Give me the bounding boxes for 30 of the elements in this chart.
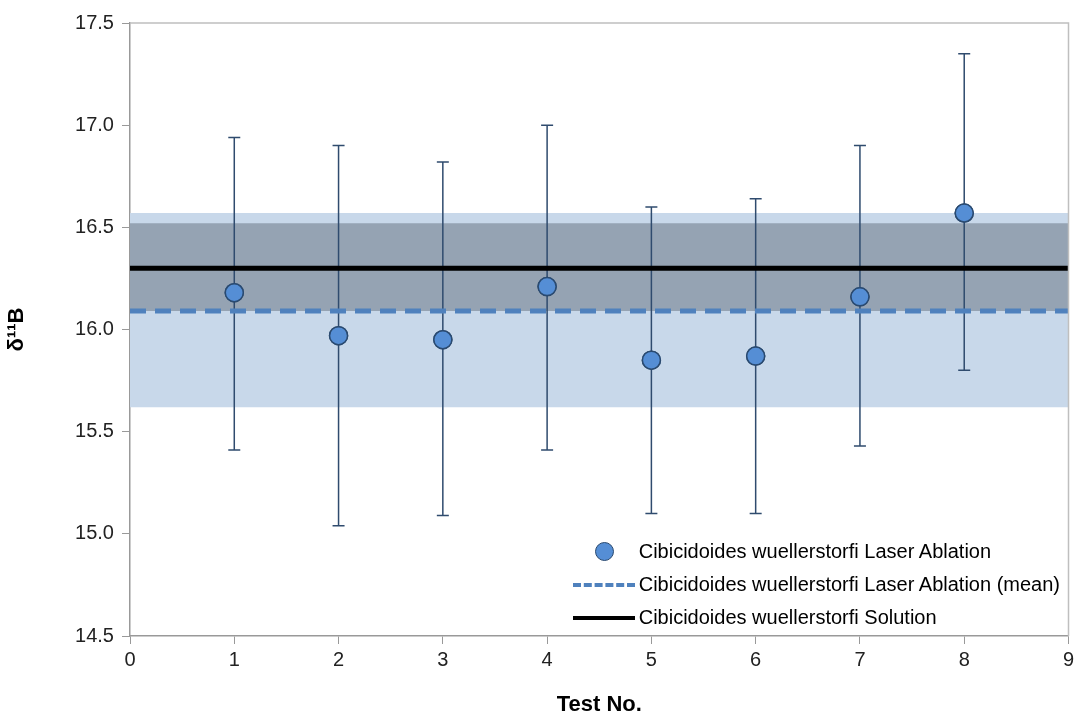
x-tick-label: 8 bbox=[958, 647, 970, 670]
point bbox=[641, 350, 662, 370]
y-tick-label: 15.5 bbox=[75, 419, 114, 442]
point bbox=[954, 203, 974, 223]
y-tick-label: 17.5 bbox=[75, 10, 114, 33]
legend-label: Cibicidoides wuellerstorfi Laser Ablation bbox=[638, 539, 992, 564]
legend-label: Cibicidoides wuellerstorfi Laser Ablation (mean) bbox=[638, 572, 1060, 597]
point bbox=[328, 325, 349, 346]
point bbox=[224, 282, 245, 303]
y-tick-label: 17.0 bbox=[75, 112, 114, 135]
x-tick-label: 5 bbox=[645, 647, 657, 670]
y-tick-label: 16.0 bbox=[75, 317, 114, 340]
x-tick-label: 7 bbox=[854, 647, 866, 670]
point bbox=[850, 287, 870, 307]
legend-label: Cibicidoides wuellerstorfi Solution bbox=[638, 605, 937, 630]
x-tick-label: 3 bbox=[437, 647, 449, 670]
x-tick-label: 0 bbox=[124, 647, 136, 670]
y-tick-label: 14.5 bbox=[75, 623, 114, 646]
point bbox=[745, 346, 766, 366]
x-axis-title: Test No. bbox=[556, 690, 642, 716]
point bbox=[433, 329, 453, 350]
x-tick-label: 2 bbox=[332, 647, 345, 670]
x-tick-label: 1 bbox=[228, 647, 240, 670]
y-tick-label: 15.0 bbox=[75, 521, 114, 544]
x-tick-label: 9 bbox=[1062, 647, 1075, 670]
x-tick-label: 4 bbox=[541, 647, 553, 670]
x-tick-label: 6 bbox=[750, 647, 762, 670]
point bbox=[537, 276, 557, 297]
y-axis-title: δ¹¹B bbox=[3, 307, 29, 352]
y-tick-label: 16.5 bbox=[75, 214, 114, 237]
